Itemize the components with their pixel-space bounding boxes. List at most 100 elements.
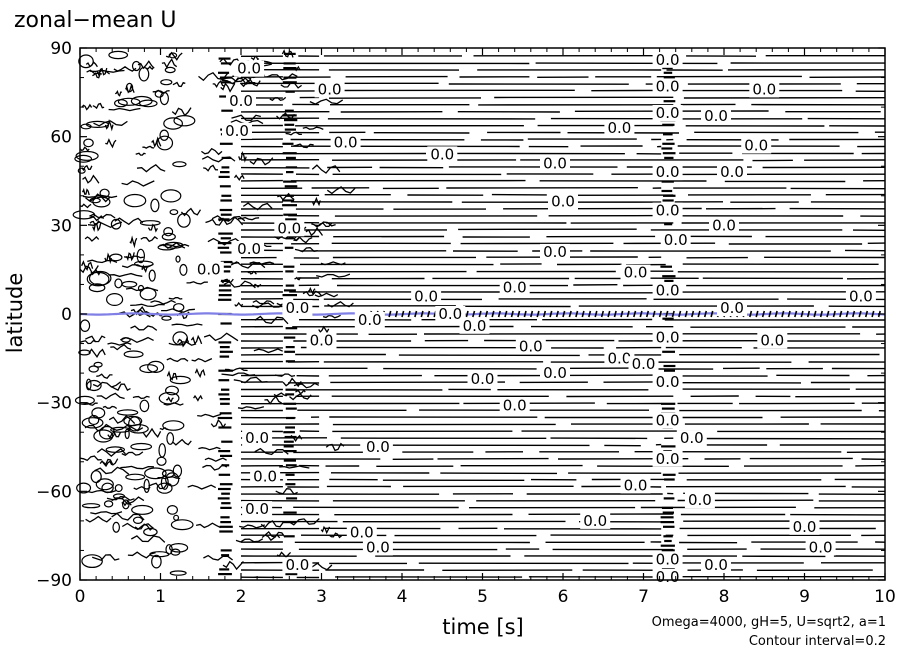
turbulent-contour xyxy=(81,164,93,172)
turbulent-contour xyxy=(92,72,103,79)
turbulent-contour xyxy=(166,396,174,403)
contour-labels: 0.0 0.0 0.0 0.0 0.0 0.0 0.0 0.0 0.0 0.0 0.0 0.0 0.0 0… xyxy=(193,51,876,586)
turbulent-contour xyxy=(314,292,339,298)
contour-label-bg xyxy=(652,164,683,181)
turbulent-contour xyxy=(311,164,341,174)
turbulent-eddy xyxy=(163,226,174,237)
contour-label: 0.0 xyxy=(656,450,680,468)
turbulent-eddy xyxy=(151,554,162,569)
turbulent-eddy xyxy=(157,244,176,251)
contour-line xyxy=(240,409,886,412)
turbulent-contour xyxy=(198,71,229,82)
turbulent-eddy xyxy=(169,375,191,385)
turbulent-contour xyxy=(142,427,162,438)
turbulent-contour xyxy=(142,145,155,149)
turbulent-contour xyxy=(85,515,112,523)
turbulent-contour xyxy=(88,348,106,358)
y-tick-label: 0 xyxy=(61,305,72,325)
turbulent-eddy xyxy=(131,60,141,72)
turbulent-eddy xyxy=(172,161,187,168)
turbulent-eddy xyxy=(117,97,141,106)
turbulent-contour xyxy=(203,164,219,172)
contour-label-bg xyxy=(282,300,313,317)
contour-line xyxy=(241,451,886,454)
contour-line xyxy=(240,96,886,99)
contour-label-bg xyxy=(548,193,578,210)
contour-line xyxy=(240,339,886,342)
contour-label-bg xyxy=(701,557,731,574)
contour-line xyxy=(241,284,885,287)
turbulent-contour xyxy=(151,136,162,148)
turbulent-eddy xyxy=(165,472,180,487)
turbulent-contour xyxy=(161,58,178,69)
turbulent-eddy xyxy=(173,114,196,127)
contour-line xyxy=(240,159,886,162)
contour-label: 0.0 xyxy=(632,355,656,373)
contour-label-bg xyxy=(250,468,281,485)
turbulent-contour xyxy=(130,325,158,331)
turbulent-contour xyxy=(113,66,137,72)
contour-line xyxy=(241,520,886,523)
turbulent-contour xyxy=(302,290,323,297)
turbulent-eddy xyxy=(132,516,144,525)
turbulent-contour xyxy=(254,447,289,456)
turbulent-eddy xyxy=(88,365,99,373)
turbulent-contour xyxy=(108,107,141,112)
contour-label: 0.0 xyxy=(704,107,728,125)
contour-label: 0.0 xyxy=(285,299,309,317)
turbulent-contour xyxy=(281,49,294,58)
turbulent-eddy xyxy=(147,360,165,373)
contour-line xyxy=(240,318,886,321)
contour-interval-note: Contour interval=0.2 xyxy=(749,634,886,649)
turbulent-eddy xyxy=(137,284,145,292)
turbulent-eddy xyxy=(120,337,131,343)
turbulent-eddy xyxy=(88,414,100,426)
contour-label: 0.0 xyxy=(624,264,648,282)
contour-label: 0.0 xyxy=(318,80,342,98)
turbulent-contour xyxy=(133,485,151,491)
turbulent-eddy xyxy=(91,407,106,419)
turbulent-contour xyxy=(239,78,261,88)
contour-label-bg xyxy=(652,51,683,68)
turbulent-contour xyxy=(166,370,178,381)
turbulent-contour xyxy=(288,518,320,526)
turbulent-contour xyxy=(285,131,302,136)
turbulent-contour xyxy=(222,560,244,571)
turbulent-contour xyxy=(187,484,217,490)
y-tick-label: −90 xyxy=(36,571,72,591)
contour-label: 0.0 xyxy=(793,518,817,536)
contour-label: 0.0 xyxy=(519,338,543,356)
turbulent-eddy xyxy=(169,570,187,576)
contour-line xyxy=(240,333,886,335)
contour-label: 0.0 xyxy=(438,305,462,323)
turbulent-contour xyxy=(168,297,183,300)
turbulent-eddy xyxy=(163,117,184,130)
contour-label: 0.0 xyxy=(237,240,261,258)
turbulent-eddy xyxy=(78,54,94,69)
turbulent-eddy xyxy=(83,138,94,148)
turbulent-eddy xyxy=(154,90,164,98)
contour-label: 0.0 xyxy=(607,349,631,367)
contour-line xyxy=(240,471,886,475)
turbulent-eddy xyxy=(125,82,134,93)
turbulent-contour xyxy=(253,348,283,354)
contour-label: 0.0 xyxy=(656,568,680,586)
turbulent-contour xyxy=(264,395,283,405)
contour-label: 0.0 xyxy=(624,476,648,494)
contour-line xyxy=(240,492,886,495)
turbulent-eddy xyxy=(169,542,189,553)
turbulent-contour xyxy=(140,236,158,243)
turbulent-eddy xyxy=(109,253,123,262)
turbulent-contour xyxy=(96,373,113,379)
contour-label-bg xyxy=(362,439,393,455)
turbulent-contour xyxy=(273,392,289,397)
x-tick-label: 8 xyxy=(719,587,730,607)
turbulent-contour xyxy=(237,406,265,410)
turbulent-contour xyxy=(141,264,149,273)
turbulent-contour xyxy=(276,112,296,120)
turbulent-eddy xyxy=(74,395,95,405)
turbulent-eddy xyxy=(173,514,180,521)
turbulent-contour xyxy=(238,150,247,163)
contour-label: 0.0 xyxy=(656,77,680,95)
